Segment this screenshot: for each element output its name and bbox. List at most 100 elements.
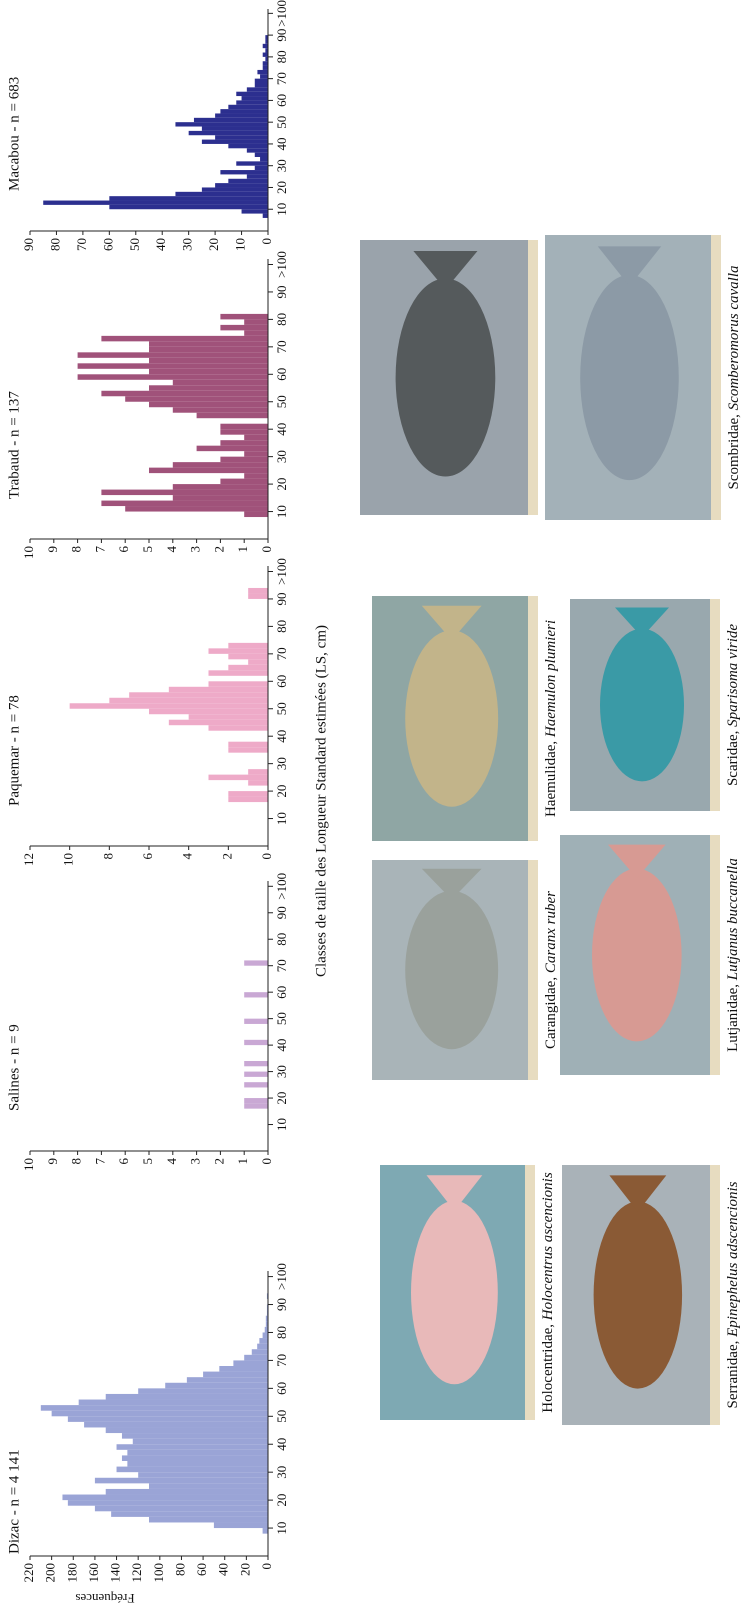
bar bbox=[149, 708, 268, 715]
caption-species: Caranx ruber bbox=[543, 891, 559, 973]
y-tick-label: 7 bbox=[92, 546, 107, 553]
x-tick-label: 10 bbox=[274, 1118, 289, 1131]
bar bbox=[116, 1466, 268, 1473]
y-tick-label: 0 bbox=[259, 546, 274, 553]
bar bbox=[111, 1511, 268, 1517]
x-tick-label: 40 bbox=[274, 730, 289, 743]
y-axis-label: Fréquences bbox=[75, 1591, 134, 1606]
chart-title: Macabou - n = 683 bbox=[6, 77, 22, 191]
bar bbox=[62, 1494, 268, 1501]
x-tick-label: 80 bbox=[274, 50, 289, 63]
bar bbox=[149, 346, 268, 353]
bar bbox=[220, 423, 268, 430]
bar bbox=[265, 1321, 269, 1327]
bar bbox=[132, 1438, 268, 1445]
bar bbox=[201, 187, 268, 192]
bar bbox=[228, 741, 268, 748]
chart-title: Dizac - n = 4 141 bbox=[6, 1449, 22, 1554]
bar bbox=[51, 1410, 268, 1417]
bar bbox=[149, 357, 268, 364]
bar bbox=[138, 1388, 268, 1394]
bar bbox=[265, 1315, 269, 1322]
photo-caption: Haemulidae, Haemulon plumieri bbox=[543, 620, 559, 817]
x-tick-label: 60 bbox=[274, 675, 289, 688]
bar bbox=[77, 352, 268, 358]
y-tick-label: 8 bbox=[69, 546, 84, 553]
ruler bbox=[528, 860, 538, 1080]
ruler bbox=[711, 235, 721, 520]
y-tick-label: 0 bbox=[259, 1563, 274, 1570]
bar bbox=[67, 1416, 269, 1422]
x-tick-label: 70 bbox=[274, 959, 289, 972]
caption-species: Epinephelus adscencionis bbox=[725, 1181, 741, 1338]
x-tick-label: 50 bbox=[274, 395, 289, 408]
ruler bbox=[710, 599, 720, 811]
photo-caption: Scaridae, Sparisoma viride bbox=[725, 624, 741, 786]
bar bbox=[175, 191, 268, 197]
chart-title: Trabaud - n = 137 bbox=[6, 391, 22, 499]
photo-caption: Carangidae, Caranx ruber bbox=[543, 891, 559, 1049]
bar bbox=[213, 1522, 268, 1529]
bar bbox=[168, 686, 268, 693]
x-tick-label: 50 bbox=[274, 1410, 289, 1423]
bar bbox=[220, 109, 268, 114]
x-tick-label: 90 bbox=[274, 592, 289, 605]
y-tick-label: 80 bbox=[47, 238, 62, 251]
y-tick-label: 3 bbox=[188, 546, 203, 553]
caption-family: Carangidae, bbox=[543, 973, 559, 1049]
x-tick-label: 70 bbox=[274, 72, 289, 85]
y-tick-label: 6 bbox=[140, 853, 155, 860]
bar bbox=[248, 659, 269, 665]
caption-species: Scomberomorus cavalla bbox=[726, 266, 742, 411]
bar bbox=[236, 161, 268, 166]
y-tick-label: 220 bbox=[21, 1563, 36, 1583]
y-tick-label: 120 bbox=[129, 1563, 144, 1583]
y-tick-label: 6 bbox=[116, 1158, 131, 1165]
ruler bbox=[528, 596, 538, 841]
bar bbox=[262, 43, 269, 49]
y-tick-label: 1 bbox=[235, 546, 250, 553]
y-tick-label: 10 bbox=[21, 546, 36, 559]
bar bbox=[251, 1349, 268, 1355]
bar bbox=[109, 196, 269, 201]
y-tick-label: 90 bbox=[21, 238, 36, 251]
photo bbox=[545, 235, 721, 520]
y-tick-label: 4 bbox=[180, 853, 195, 860]
bar bbox=[248, 587, 269, 594]
x-tick-label: 30 bbox=[274, 1065, 289, 1078]
chart-title: Salines - n = 9 bbox=[6, 1024, 22, 1111]
fish-tail bbox=[426, 1175, 483, 1211]
x-tick-label: 80 bbox=[274, 313, 289, 326]
bar bbox=[149, 1516, 268, 1523]
bar bbox=[244, 1018, 268, 1024]
y-tick-label: 7 bbox=[92, 1158, 107, 1165]
bar bbox=[109, 204, 269, 210]
bar bbox=[220, 456, 268, 463]
y-tick-label: 4 bbox=[164, 1158, 179, 1165]
bar bbox=[165, 1382, 269, 1389]
x-tick-label: 20 bbox=[274, 1092, 289, 1105]
bar bbox=[196, 412, 269, 419]
bar bbox=[121, 1433, 268, 1439]
x-tick-label: 10 bbox=[274, 203, 289, 216]
x-tick-label: 20 bbox=[274, 478, 289, 491]
bar bbox=[244, 1061, 268, 1067]
y-tick-label: 50 bbox=[127, 238, 142, 251]
bar bbox=[241, 96, 269, 101]
bar bbox=[228, 664, 268, 671]
bar bbox=[172, 495, 268, 501]
fish-tail bbox=[615, 607, 669, 638]
bar bbox=[175, 122, 268, 127]
bar bbox=[244, 960, 268, 966]
bar bbox=[265, 39, 269, 44]
bar bbox=[248, 780, 269, 786]
bar bbox=[244, 1039, 268, 1046]
bar bbox=[201, 139, 268, 144]
caption-family: Serranidae, bbox=[725, 1337, 741, 1409]
bar bbox=[220, 170, 268, 175]
caption-family: Lutjanidae, bbox=[725, 980, 741, 1052]
x-tick-label: >100 bbox=[274, 0, 289, 27]
bar bbox=[149, 1483, 268, 1489]
y-tick-label: 0 bbox=[259, 238, 274, 245]
